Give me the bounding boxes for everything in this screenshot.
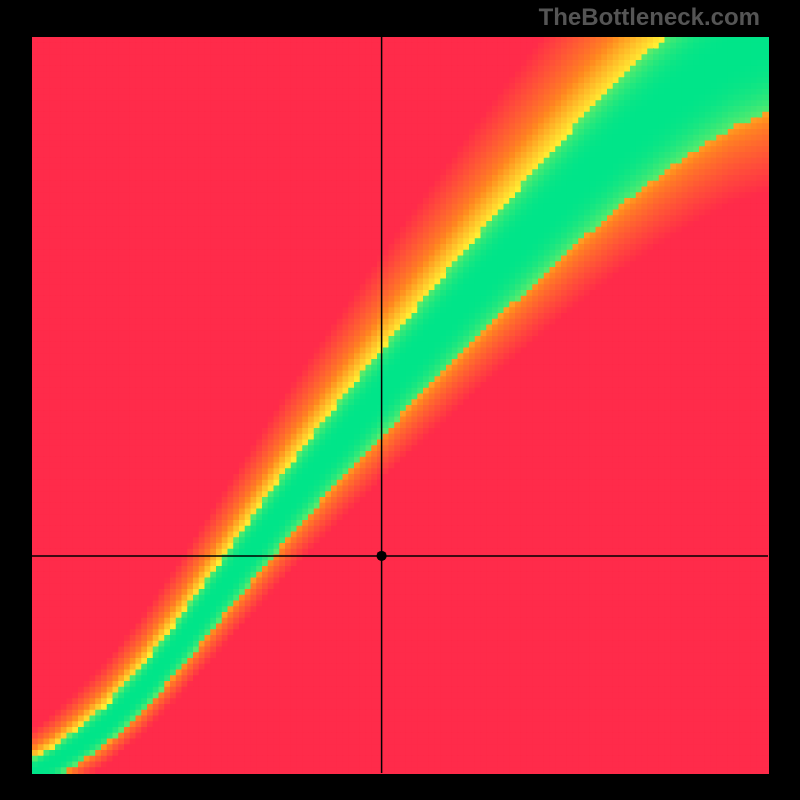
heatmap-canvas bbox=[0, 0, 800, 800]
chart-stage: TheBottleneck.com bbox=[0, 0, 800, 800]
watermark-label: TheBottleneck.com bbox=[539, 4, 760, 32]
